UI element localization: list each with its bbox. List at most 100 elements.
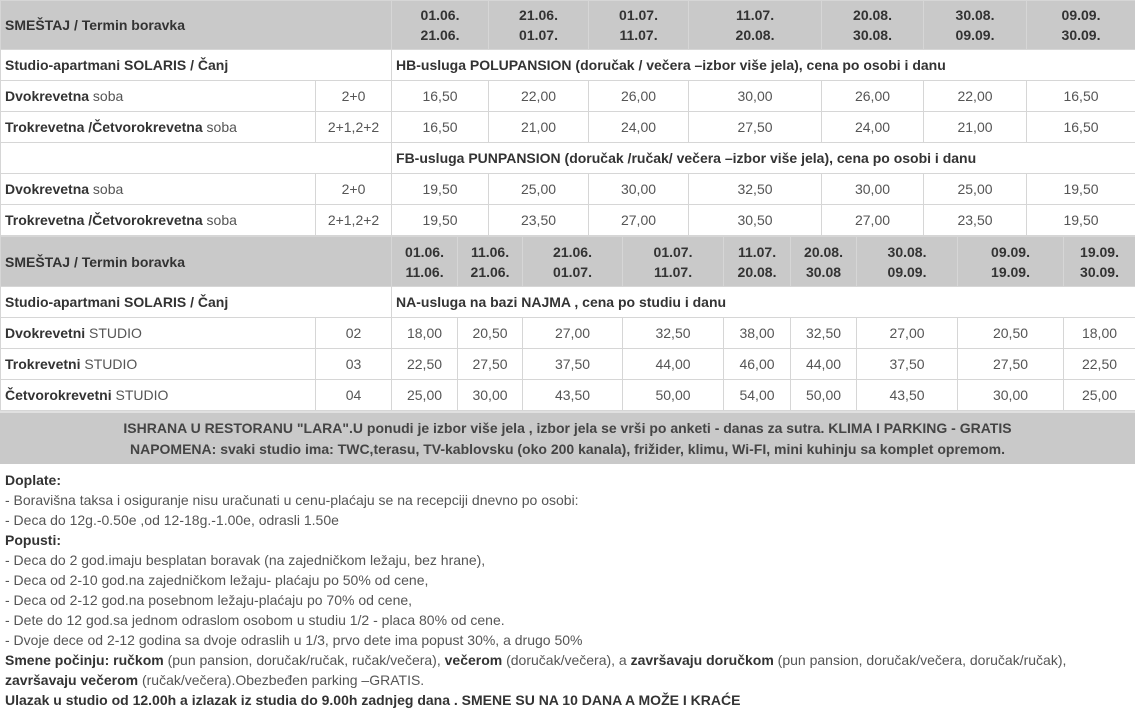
- text: 32,50: [655, 325, 691, 341]
- text: 01.06.: [420, 7, 460, 23]
- price-row: Trokrevetna /Četvorokrevetna soba 2+1,2+2…: [0, 111, 1135, 143]
- price-cell: 37,50: [856, 348, 959, 380]
- price-cell: 19,50: [391, 204, 490, 236]
- text: 21,00: [520, 119, 557, 135]
- bed-config: 2+1,2+2: [314, 111, 393, 143]
- info-line: - Boravišna taksa i osiguranje nisu urač…: [5, 490, 1130, 510]
- price-cell: 50,00: [790, 379, 858, 411]
- text: 25,00: [406, 387, 443, 403]
- period-header: 09.09. 30.09.: [1026, 0, 1135, 50]
- text: završavaju doručkom: [630, 652, 774, 668]
- text: 27,00: [854, 212, 891, 228]
- text: STUDIO: [85, 325, 142, 341]
- text: 21.06.: [519, 7, 558, 23]
- room-type: Trokrevetna /Četvorokrevetna soba: [0, 204, 316, 236]
- text: 20,50: [992, 325, 1029, 341]
- info-line: - Dvoje dece od 2-12 godina sa dvoje odr…: [5, 630, 1130, 650]
- price-row: Trokrevetni STUDIO 03 22,50 27,50 37,50 44,00…: [0, 348, 1135, 380]
- text: Studio-apartmani SOLARIS / Čanj: [5, 294, 229, 310]
- price-cell: 27,50: [457, 348, 524, 380]
- bed-config: 2+1,2+2: [314, 204, 393, 236]
- price-row: Trokrevetna /Četvorokrevetna soba 2+1,2+2…: [0, 204, 1135, 236]
- text: 43,50: [554, 387, 591, 403]
- text: 19,50: [422, 181, 458, 197]
- header-label: SMEŠTAJ / Termin boravka: [0, 0, 393, 50]
- text: Studio-apartmani SOLARIS / Čanj: [5, 57, 229, 73]
- price-cell: 30,00: [588, 173, 690, 205]
- text: 27,50: [737, 119, 773, 135]
- price-cell: 22,50: [391, 348, 459, 380]
- text: 04: [345, 387, 362, 403]
- text: 21.06.: [420, 27, 460, 43]
- note-line-2: NAPOMENA: svaki studio ima: TWC,terasu, …: [129, 441, 1006, 457]
- text: 50,00: [805, 387, 842, 403]
- text: (doručak/večera), a: [502, 652, 631, 668]
- header-row: SMEŠTAJ / Termin boravka 01.06. 11.06. 11.0…: [0, 236, 1135, 287]
- period-header: 11.07. 20.08.: [723, 236, 792, 287]
- info-line: završavaju večerom (ručak/večera).Obezbe…: [5, 670, 1130, 690]
- text: 19,50: [1063, 212, 1099, 228]
- service-title: HB-usluga POLUPANSION (doručak / večera …: [391, 49, 1135, 81]
- text: 21,00: [957, 119, 993, 135]
- section-row: Studio-apartmani SOLARIS / Čanj NA-usluga…: [0, 286, 1135, 318]
- price-cell: 43,50: [522, 379, 624, 411]
- price-row: Dvokrevetna soba 2+0 16,50 22,00 26,00 30,00 2…: [0, 80, 1135, 112]
- price-cell: 19,50: [1026, 204, 1135, 236]
- text: 11.06.: [470, 243, 510, 260]
- text: 2+1,2+2: [327, 119, 380, 135]
- text: 22,00: [520, 88, 557, 104]
- price-cell: 32,50: [688, 173, 823, 205]
- text: 20.08.: [804, 243, 843, 260]
- text: 11.06.: [405, 263, 444, 280]
- text: soba: [89, 88, 124, 104]
- text: NA-usluga na bazi NAJMA , cena po studiu…: [396, 294, 727, 310]
- period-header: 11.07. 20.08.: [688, 0, 823, 50]
- text: 09.09.: [991, 243, 1030, 260]
- text: 30,00: [737, 88, 773, 104]
- text: Smene počinju: ručkom: [5, 652, 164, 668]
- text: 18,00: [406, 325, 443, 341]
- text: 2+1,2+2: [327, 212, 380, 228]
- hotel-name: [0, 142, 393, 174]
- text: 54,00: [739, 387, 775, 403]
- text: 09.09.: [1061, 7, 1101, 23]
- text: (pun pansion, doručak/ručak, ručak/večer…: [163, 652, 445, 668]
- text: 20.08.: [737, 263, 777, 280]
- price-cell: 50,00: [622, 379, 725, 411]
- period-header: 20.08. 30.08.: [821, 0, 925, 50]
- text: 2+0: [341, 181, 366, 197]
- text: 11.07.: [737, 243, 777, 260]
- price-cell: 30,50: [688, 204, 823, 236]
- text: 27,50: [472, 356, 508, 372]
- text: 16,50: [422, 88, 458, 104]
- text: 27,00: [889, 325, 925, 341]
- text: Ulazak u studio od 12.00h a izlazak iz s…: [5, 692, 741, 708]
- text: 27,00: [554, 325, 591, 341]
- price-cell: 22,00: [923, 80, 1028, 112]
- text: 43,50: [889, 387, 925, 403]
- price-cell: 25,00: [923, 173, 1028, 205]
- text: SMEŠTAJ / Termin boravka: [5, 253, 185, 270]
- text: 01.06.: [405, 243, 444, 260]
- room-type: Dvokrevetni STUDIO: [0, 317, 316, 349]
- text: STUDIO: [111, 387, 169, 403]
- text: 38,00: [739, 325, 775, 341]
- info-line: - Dete do 12 god.sa jednom odraslom osob…: [5, 610, 1130, 630]
- text: Trokrevetna /Četvorokrevetna: [5, 119, 203, 135]
- text: 27,50: [992, 356, 1029, 372]
- text: - Deca od 2-10 god.na zajedničkom ležaju…: [5, 572, 429, 588]
- text: 30,00: [992, 387, 1029, 403]
- text: 09.09.: [887, 263, 927, 280]
- period-header: 01.06. 11.06.: [391, 236, 459, 287]
- section-row: FB-usluga PUNPANSION (doručak /ručak/ ve…: [0, 142, 1135, 174]
- price-cell: 44,00: [622, 348, 725, 380]
- text: 30.08: [805, 263, 842, 280]
- price-cell: 32,50: [622, 317, 725, 349]
- text: 22,50: [406, 356, 443, 372]
- period-header: 01.07. 11.07.: [622, 236, 725, 287]
- text: - Dete do 12 god.sa jednom odraslom osob…: [5, 612, 505, 628]
- period-header: 01.07. 11.07.: [588, 0, 690, 50]
- text: 2+0: [341, 88, 366, 104]
- text: 19.09.: [1080, 243, 1119, 260]
- price-cell: 18,00: [1063, 317, 1135, 349]
